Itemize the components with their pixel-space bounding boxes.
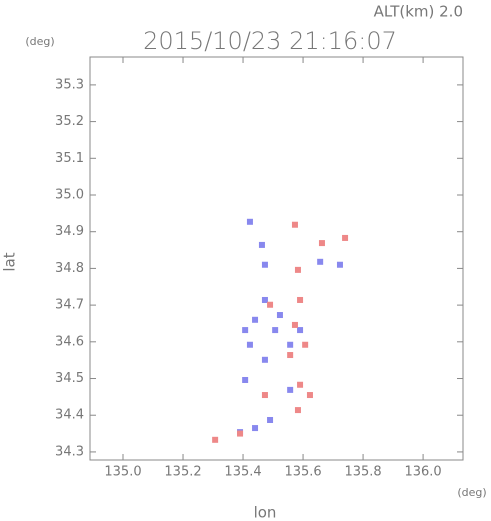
y-tick-label: 35.0 — [55, 188, 84, 203]
y-axis-label: lat — [1, 252, 19, 271]
echo-cell — [287, 352, 294, 359]
x-tick-label: 135.6 — [284, 465, 321, 480]
x-tick-label: 135.2 — [164, 465, 201, 480]
echo-cell — [242, 376, 249, 383]
echo-cell — [252, 316, 259, 323]
echo-cell — [302, 341, 309, 348]
echo-cell — [261, 261, 268, 268]
echo-cell — [287, 341, 294, 348]
echo-cell — [261, 296, 268, 303]
y-tick-label: 34.7 — [55, 298, 84, 313]
echo-cell — [212, 436, 219, 443]
y-tick-label: 34.5 — [55, 371, 84, 386]
echo-cell — [267, 301, 274, 308]
echo-cell — [258, 241, 265, 248]
echo-cell — [267, 416, 274, 423]
x-tick-label: 135.8 — [344, 465, 381, 480]
echo-cell — [294, 407, 301, 414]
echo-cell — [272, 327, 279, 334]
chart-title: 2015/10/23 21:16:07 — [143, 27, 397, 55]
x-tick-label: 135.4 — [224, 465, 261, 480]
echo-cell — [246, 218, 253, 225]
y-unit: (deg) — [25, 35, 54, 48]
plot-frame — [89, 56, 464, 461]
echo-cell — [294, 266, 301, 273]
echo-cell — [318, 240, 325, 247]
echo-cell — [291, 221, 298, 228]
echo-cell — [342, 234, 349, 241]
echo-cell — [252, 425, 259, 432]
echo-cell — [261, 392, 268, 399]
y-tick-label: 34.3 — [55, 444, 84, 459]
y-tick-label: 34.4 — [55, 408, 84, 423]
echo-cell — [297, 381, 304, 388]
echo-cell — [287, 386, 294, 393]
x-unit: (deg) — [457, 486, 486, 499]
echo-cell — [242, 327, 249, 334]
y-tick-label: 34.9 — [55, 224, 84, 239]
echo-cell — [297, 296, 304, 303]
x-tick-label: 136.0 — [404, 465, 441, 480]
y-tick-label: 35.2 — [55, 114, 84, 129]
x-axis-label: lon — [254, 504, 277, 521]
y-tick-label: 35.3 — [55, 77, 84, 92]
y-tick-label: 34.8 — [55, 261, 84, 276]
echo-cell — [336, 261, 343, 268]
echo-cell — [261, 356, 268, 363]
x-tick-label: 135.0 — [104, 465, 141, 480]
y-tick-label: 35.1 — [55, 151, 84, 166]
echo-cell — [317, 258, 324, 265]
echo-cell — [306, 392, 313, 399]
echo-cell — [246, 341, 253, 348]
echo-cell — [276, 312, 283, 319]
y-tick-label: 34.6 — [55, 334, 84, 349]
altitude-label: ALT(km) 2.0 — [374, 3, 463, 21]
echo-cell — [291, 321, 298, 328]
echo-cell — [237, 430, 244, 437]
echo-cell — [297, 327, 304, 334]
